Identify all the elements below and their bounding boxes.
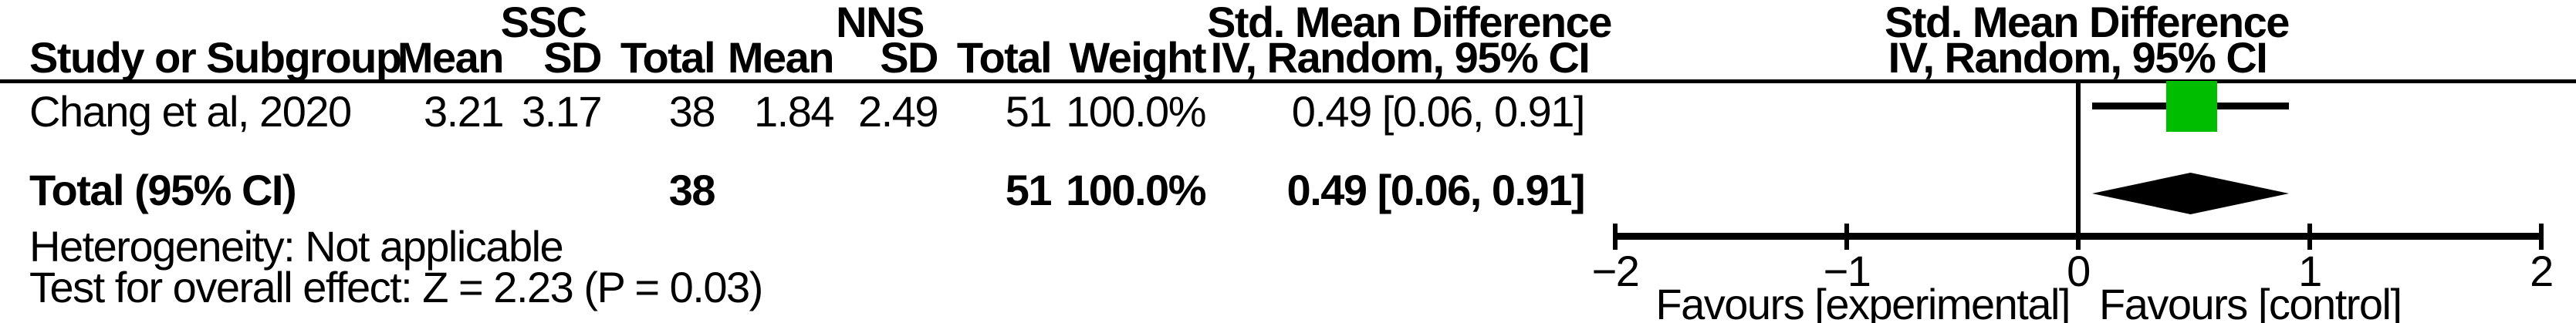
study-row-label: Chang et al, 2020 [29, 87, 352, 136]
effect-header-line1: Std. Mean Difference [1207, 0, 1612, 46]
effect-header-line2: IV, Random, 95% CI [1210, 33, 1591, 82]
header-divider-line [0, 79, 2576, 83]
axis-tick-label: 0 [2067, 247, 2091, 295]
axis-tick [2539, 224, 2544, 250]
axis-tick [1844, 224, 1849, 250]
total-row-total-nns: 51 [1005, 166, 1053, 214]
overall-effect-test-note: Test for overall effect: Z = 2.23 (P = 0… [29, 263, 763, 311]
col-header-total-nns: Total [956, 33, 1053, 82]
favours-right-label: Favours [control] [2099, 280, 2402, 323]
total-row-weight: 100.0% [1066, 166, 1206, 214]
total-row-effect-ci: 0.49 [0.06, 0.91] [1286, 166, 1586, 214]
study-row-weight: 100.0% [1066, 87, 1206, 136]
col-header-study: Study or Subgroup [29, 33, 402, 82]
favours-left-label: Favours [experimental] [1655, 280, 2071, 323]
study-row-total-nns: 51 [1005, 87, 1053, 136]
total-row-total-ssc: 38 [668, 166, 716, 214]
study-point-estimate-marker [2166, 81, 2217, 132]
zero-line [2076, 82, 2081, 240]
axis-tick-label: 1 [2298, 247, 2322, 295]
study-row-mean-nns: 1.84 [754, 87, 835, 136]
axis-tick [2307, 224, 2312, 250]
axis-tick-label: −1 [1823, 247, 1871, 295]
total-row-label: Total (95% CI) [29, 166, 297, 214]
col-header-total-ssc: Total [620, 33, 716, 82]
overall-effect-diamond [2092, 173, 2289, 214]
study-row-sd-nns: 2.49 [858, 87, 939, 136]
col-header-mean-nns: Mean [727, 33, 835, 82]
axis-tick-label: −2 [1591, 247, 1640, 295]
group-header-ssc: SSC [500, 0, 587, 46]
col-header-sd-ssc: SD [543, 33, 602, 82]
col-header-mean-ssc: Mean [397, 33, 505, 82]
axis-tick [1613, 224, 1618, 250]
col-header-sd-nns: SD [880, 33, 938, 82]
study-row-sd-ssc: 3.17 [522, 87, 603, 136]
group-header-nns: NNS [836, 0, 925, 46]
axis-tick-label: 2 [2530, 247, 2554, 295]
plot-header-line1: Std. Mean Difference [1885, 0, 2290, 46]
study-row-effect-ci: 0.49 [0.06, 0.91] [1291, 87, 1586, 136]
heterogeneity-note: Heterogeneity: Not applicable [29, 222, 564, 271]
study-row-mean-ssc: 3.21 [424, 87, 505, 136]
study-row-total-ssc: 38 [668, 87, 716, 136]
col-header-weight: Weight [1069, 33, 1206, 82]
plot-header-line2: IV, Random, 95% CI [1888, 33, 2268, 82]
